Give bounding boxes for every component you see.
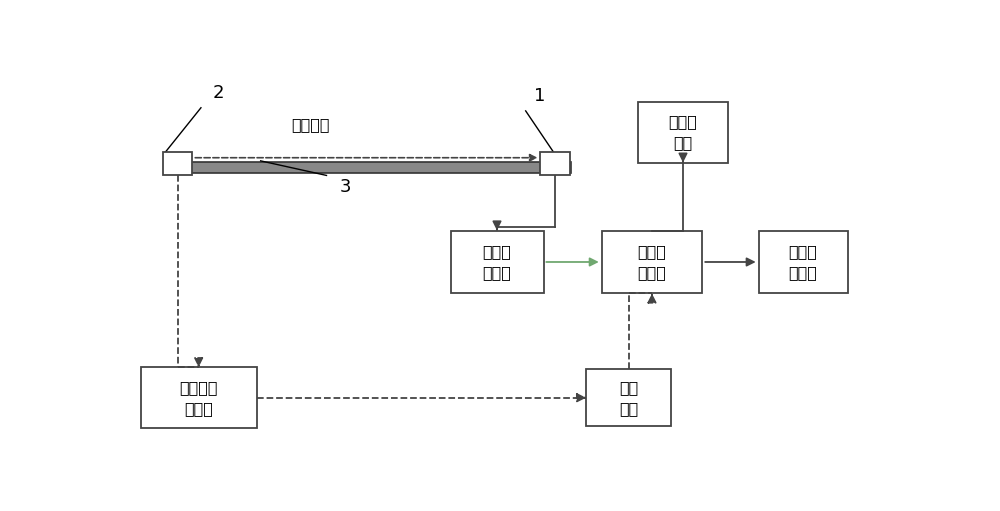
Text: 测量网络: 测量网络	[292, 117, 330, 132]
Bar	[163, 152, 192, 175]
Text: 有限元结
构分析: 有限元结 构分析	[179, 380, 218, 416]
Text: 数据采
集单元: 数据采 集单元	[483, 244, 511, 280]
Bar	[140, 367, 257, 428]
Text: 数据处
理单元: 数据处 理单元	[638, 244, 666, 280]
Bar	[168, 161, 571, 173]
Text: 1: 1	[534, 87, 545, 105]
Bar	[759, 230, 848, 293]
Text: 拟合
算法: 拟合 算法	[619, 380, 638, 416]
Text: 2: 2	[212, 84, 224, 102]
Bar	[602, 230, 702, 293]
Bar	[540, 152, 570, 175]
Text: 变形显
示单元: 变形显 示单元	[789, 244, 818, 280]
Bar	[450, 230, 544, 293]
Bar	[586, 369, 671, 426]
Text: 3: 3	[340, 178, 352, 196]
Text: 工程数
据库: 工程数 据库	[669, 114, 697, 150]
Bar	[638, 102, 728, 162]
